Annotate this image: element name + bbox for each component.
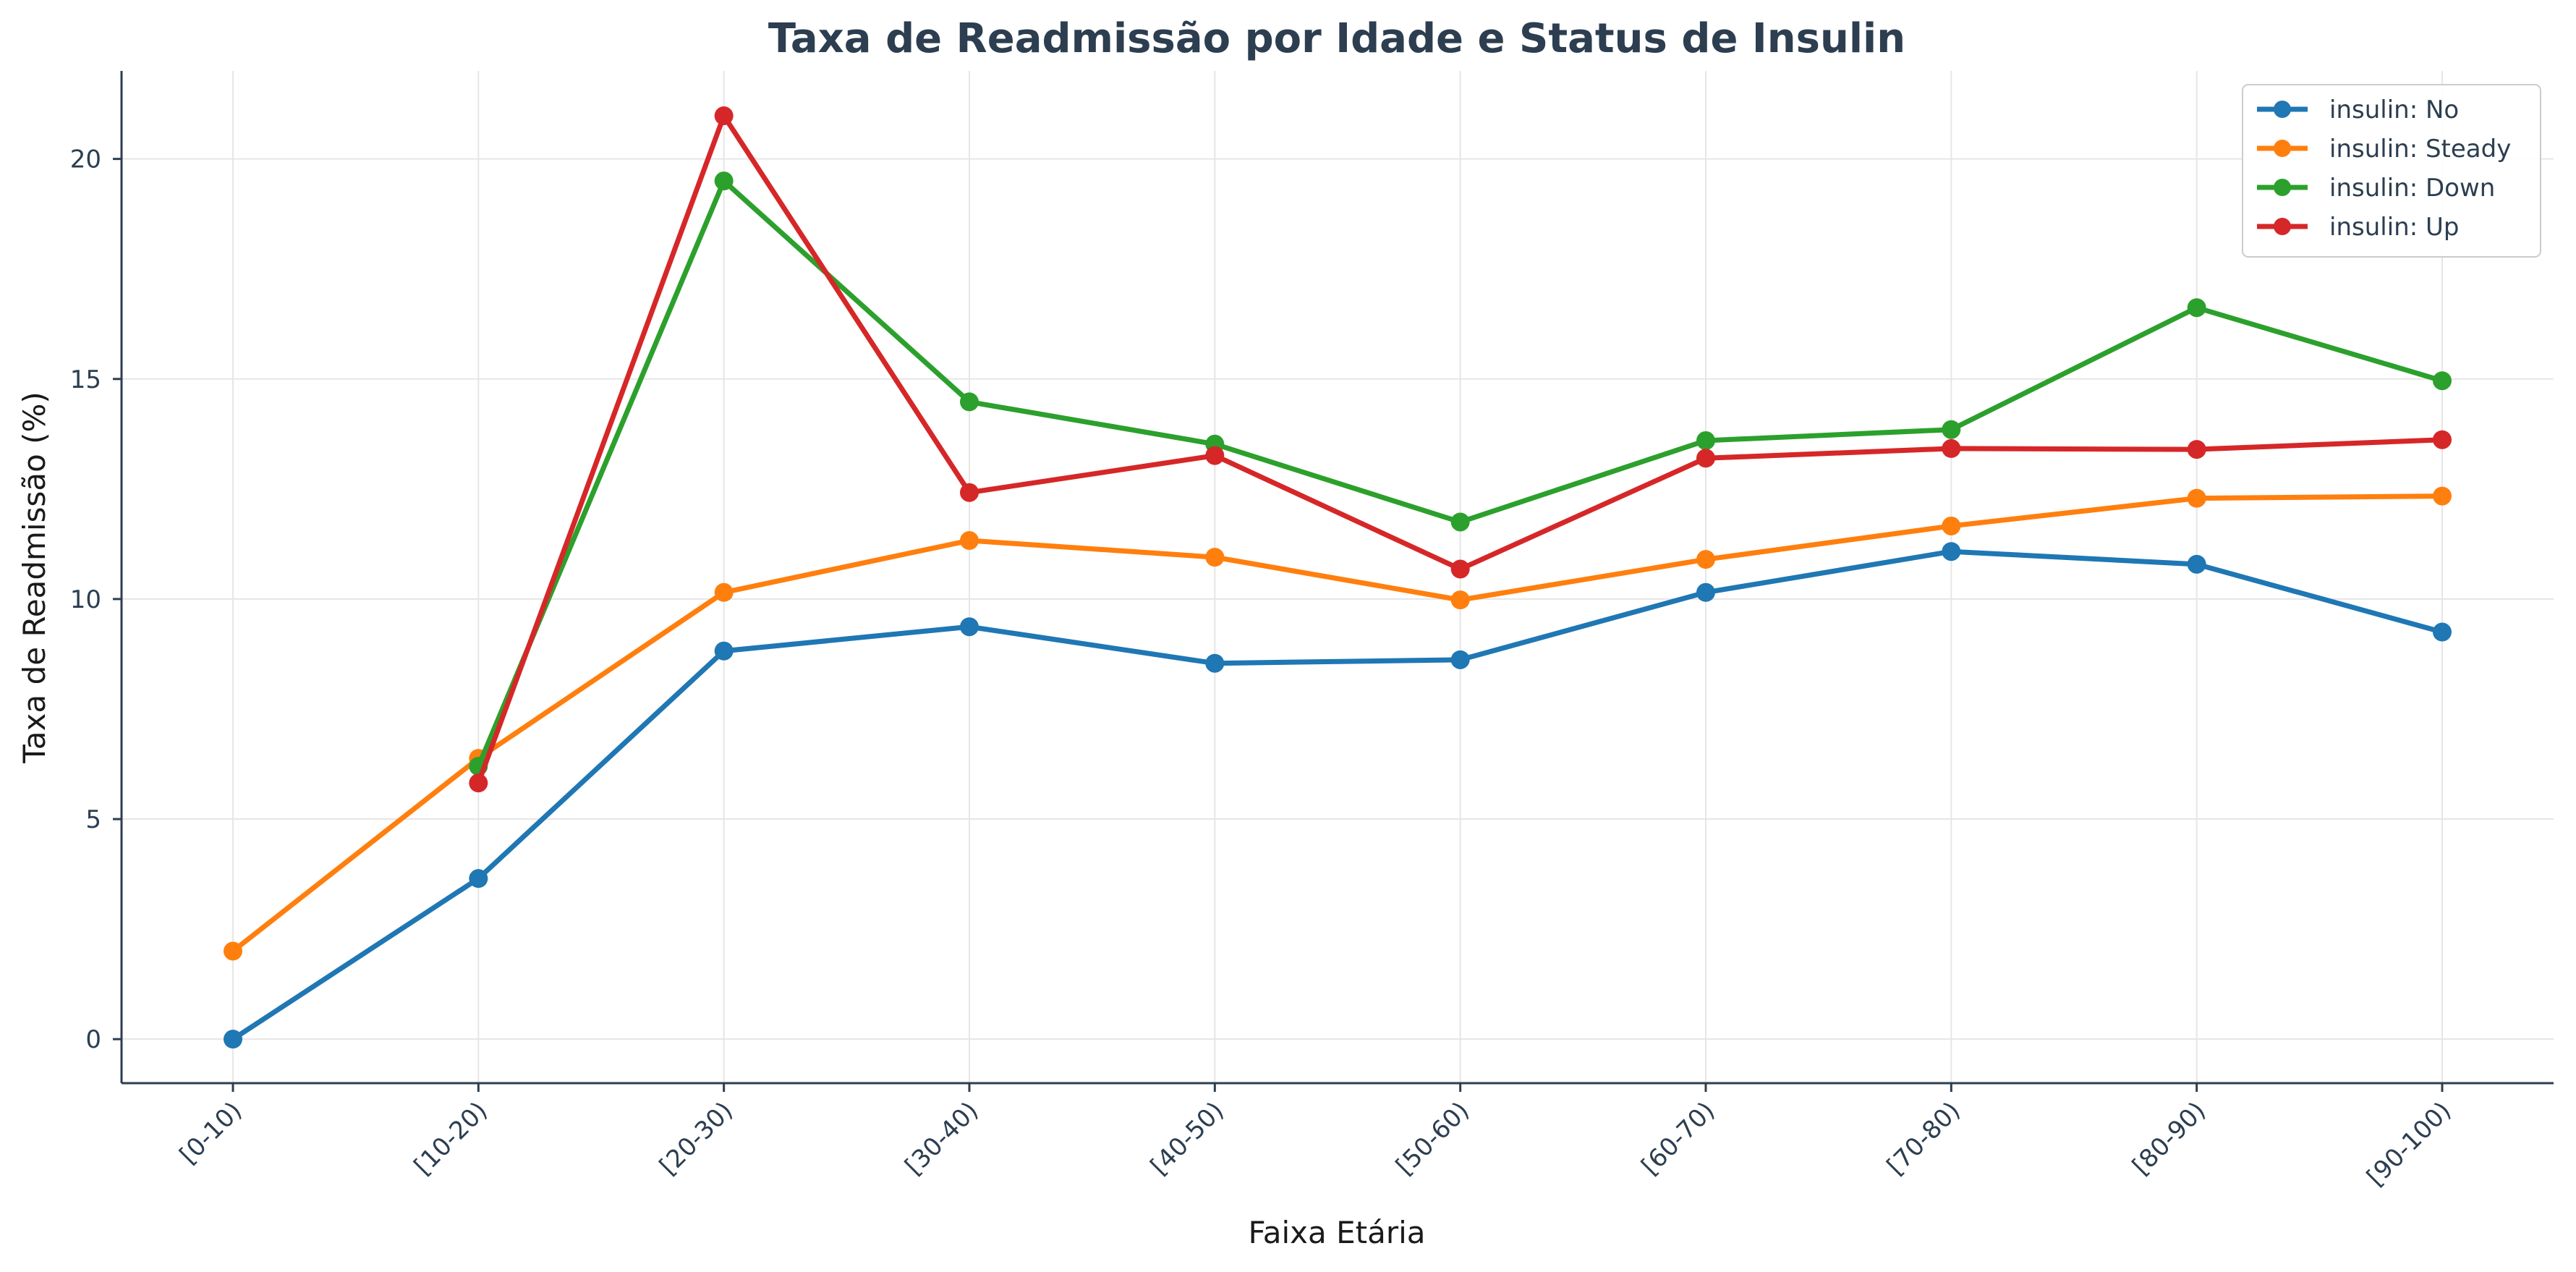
x-tick-label: [20-30) bbox=[654, 1096, 739, 1181]
chart-title: Taxa de Readmissão por Idade e Status de… bbox=[768, 15, 1905, 62]
legend: insulin: No insulin: Steady insulin: Down i… bbox=[2242, 84, 2541, 258]
data-point bbox=[714, 106, 734, 126]
data-point bbox=[2187, 554, 2206, 574]
data-point bbox=[1205, 548, 1225, 567]
data-point bbox=[2433, 622, 2452, 642]
legend-swatch-marker bbox=[2274, 101, 2291, 118]
data-point bbox=[1696, 449, 1715, 468]
data-point bbox=[1450, 650, 1470, 669]
data-point bbox=[1942, 438, 1961, 458]
series-3 bbox=[469, 106, 2452, 793]
data-point bbox=[1450, 559, 1470, 579]
y-tick-label: 5 bbox=[85, 805, 101, 834]
data-point bbox=[224, 1030, 242, 1049]
legend-entry-label: insulin: Steady bbox=[2329, 135, 2511, 164]
data-point bbox=[2187, 440, 2206, 459]
data-point bbox=[1696, 550, 1715, 569]
data-point bbox=[960, 392, 979, 412]
legend-entry-label: insulin: Up bbox=[2329, 213, 2459, 242]
series-layer bbox=[224, 106, 2452, 1049]
series-line bbox=[230, 548, 2445, 1042]
data-point bbox=[1942, 542, 1961, 561]
data-point bbox=[469, 869, 488, 889]
data-point bbox=[224, 941, 242, 961]
data-point bbox=[714, 582, 734, 602]
legend-entry-label: insulin: No bbox=[2329, 96, 2459, 124]
data-point bbox=[1696, 431, 1715, 450]
y-tick-label: 0 bbox=[85, 1025, 101, 1054]
y-axis-label: Taxa de Readmissão (%) bbox=[17, 391, 52, 764]
x-tick-label: [10-20) bbox=[409, 1096, 493, 1181]
series-0 bbox=[224, 542, 2452, 1049]
x-axis-label: Faixa Etária bbox=[1248, 1215, 1425, 1250]
legend-swatch-marker bbox=[2274, 140, 2291, 157]
y-tick-label: 10 bbox=[70, 585, 101, 614]
data-point bbox=[469, 773, 488, 793]
data-point bbox=[960, 531, 979, 551]
x-tick-label: [0-10) bbox=[174, 1096, 248, 1170]
axes-layer: 0 5 10 15 20 [0-10) [10-20) [20-30) [30-40) [40-5… bbox=[70, 71, 2554, 1192]
y-tick-label: 15 bbox=[70, 365, 101, 394]
data-point bbox=[1696, 582, 1715, 602]
data-point bbox=[2187, 488, 2206, 508]
data-point bbox=[1450, 512, 1470, 532]
data-point bbox=[1942, 516, 1961, 535]
data-point bbox=[2187, 298, 2206, 318]
x-tick-label: [90-100) bbox=[2361, 1096, 2457, 1192]
data-point bbox=[1450, 590, 1470, 610]
data-point bbox=[714, 641, 734, 661]
series-1 bbox=[224, 486, 2452, 961]
x-tick-label: [70-80) bbox=[1882, 1096, 1966, 1181]
legend-swatch-marker bbox=[2274, 218, 2291, 235]
y-tick-label: 20 bbox=[70, 145, 101, 174]
legend-box bbox=[2242, 84, 2541, 258]
data-point bbox=[2433, 486, 2452, 506]
x-tick-label: [80-90) bbox=[2127, 1096, 2211, 1181]
legend-entry-label: insulin: Down bbox=[2329, 174, 2495, 203]
data-point bbox=[2433, 371, 2452, 391]
legend-swatch-marker bbox=[2274, 179, 2291, 196]
series-2 bbox=[469, 171, 2452, 776]
data-point bbox=[960, 483, 979, 502]
data-point bbox=[1205, 653, 1225, 673]
data-point bbox=[714, 171, 734, 191]
x-tick-label: [60-70) bbox=[1636, 1096, 1720, 1181]
data-point bbox=[1942, 420, 1961, 439]
x-tick-label: [40-50) bbox=[1145, 1096, 1230, 1181]
data-point bbox=[960, 617, 979, 637]
x-tick-label: [30-40) bbox=[899, 1096, 984, 1181]
series-line bbox=[230, 493, 2445, 954]
x-tick-label: [50-60) bbox=[1390, 1096, 1475, 1181]
data-point bbox=[2433, 430, 2452, 449]
data-point bbox=[1205, 446, 1225, 465]
